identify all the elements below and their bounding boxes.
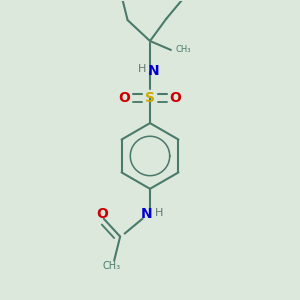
Text: S: S [145, 91, 155, 105]
Text: N: N [148, 64, 159, 78]
Text: O: O [169, 91, 181, 105]
Text: O: O [119, 91, 130, 105]
Text: O: O [96, 207, 108, 221]
Text: N: N [141, 207, 152, 221]
Text: H: H [155, 208, 164, 218]
Text: CH₃: CH₃ [176, 46, 191, 55]
Text: H: H [137, 64, 146, 74]
Text: CH₃: CH₃ [102, 262, 120, 272]
